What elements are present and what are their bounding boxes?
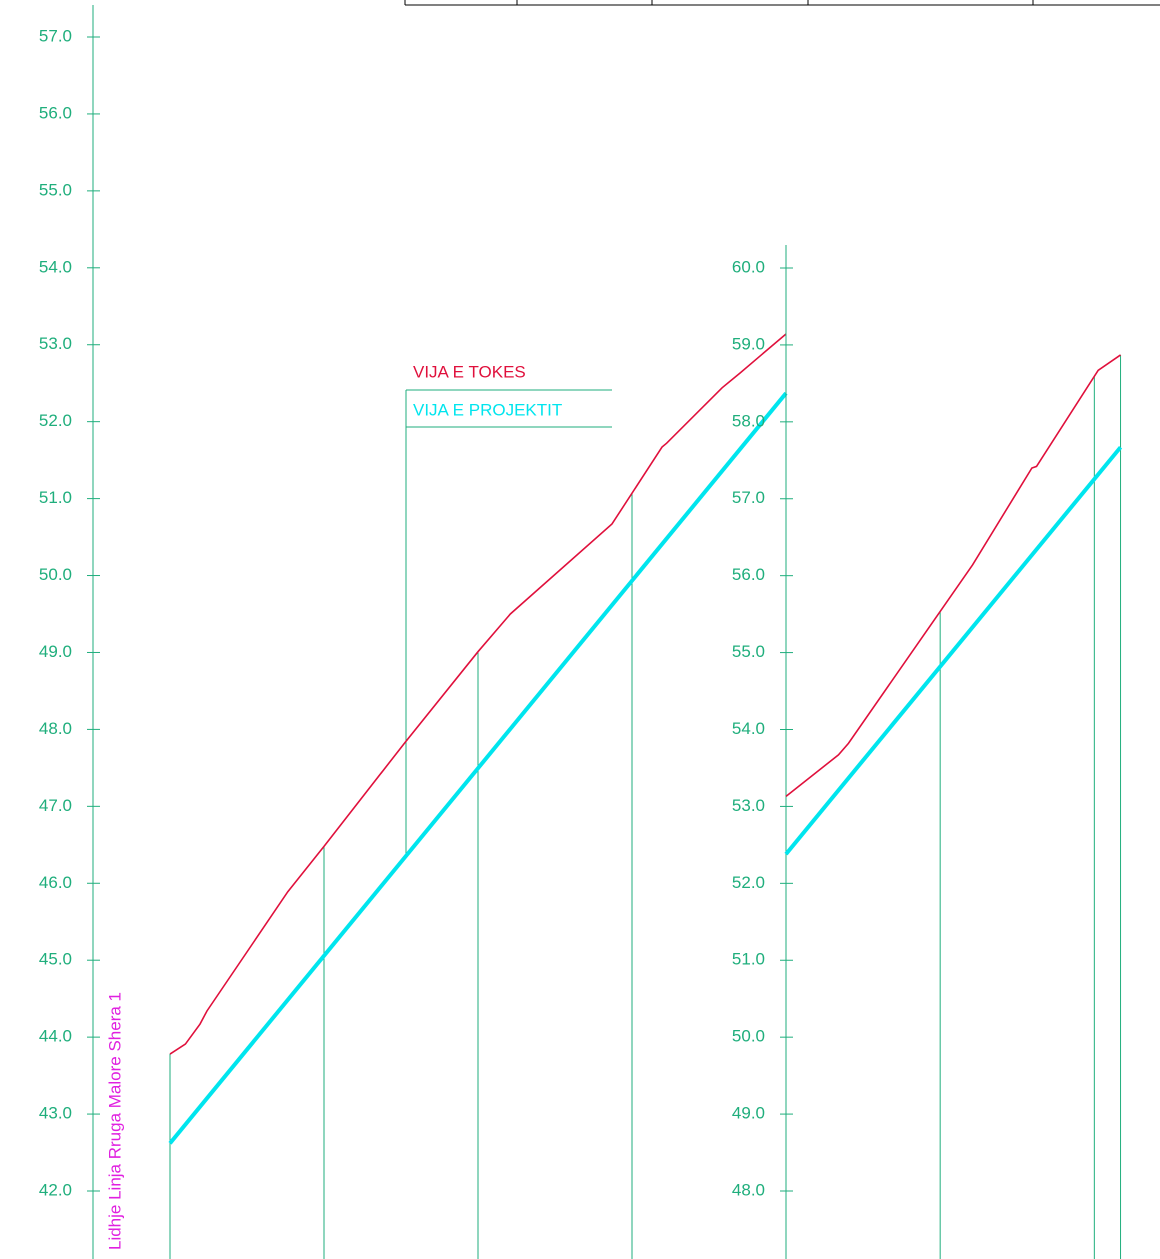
y-tick-label: 44.0	[39, 1027, 72, 1046]
y-tick-label: 45.0	[39, 950, 72, 969]
y-tick-label: 46.0	[39, 873, 72, 892]
y-tick-label: 48.0	[39, 719, 72, 738]
y-tick-label: 54.0	[39, 257, 72, 276]
y-tick-label: 49.0	[732, 1104, 765, 1123]
y-tick-label: 56.0	[39, 103, 72, 122]
y-tick-label: 52.0	[732, 873, 765, 892]
y-tick-label: 59.0	[732, 334, 765, 353]
y-tick-label: 52.0	[39, 411, 72, 430]
y-tick-label: 60.0	[732, 257, 765, 276]
y-tick-label: 55.0	[39, 180, 72, 199]
y-tick-label: 42.0	[39, 1180, 72, 1199]
y-tick-label: 47.0	[39, 796, 72, 815]
y-tick-label: 57.0	[732, 488, 765, 507]
annotation: Lidhje Linja Rruga Malore Shera 1	[105, 992, 124, 1250]
legend-label: VIJA E PROJEKTIT	[413, 400, 562, 419]
y-tick-label: 56.0	[732, 565, 765, 584]
y-tick-label: 57.0	[39, 26, 72, 45]
series-line	[785, 354, 1121, 798]
y-tick-label: 54.0	[732, 719, 765, 738]
series-line	[784, 445, 1123, 856]
table-fragment	[404, 0, 1160, 6]
legend-frame	[405, 389, 612, 855]
y-tick-label: 50.0	[732, 1027, 765, 1046]
series-line	[169, 333, 787, 1055]
y-tick-label: 58.0	[732, 411, 765, 430]
y-tick-label: 53.0	[39, 334, 72, 353]
y-tick-label: 50.0	[39, 565, 72, 584]
y-tick-label: 55.0	[732, 642, 765, 661]
series-line	[168, 391, 788, 1145]
y-tick-label: 43.0	[39, 1104, 72, 1123]
y-tick-label: 48.0	[732, 1180, 765, 1199]
y-tick-label: 51.0	[39, 488, 72, 507]
legend-label: VIJA E TOKES	[413, 362, 526, 381]
y-tick-label: 51.0	[732, 950, 765, 969]
y-tick-label: 49.0	[39, 642, 72, 661]
y-tick-label: 53.0	[732, 796, 765, 815]
